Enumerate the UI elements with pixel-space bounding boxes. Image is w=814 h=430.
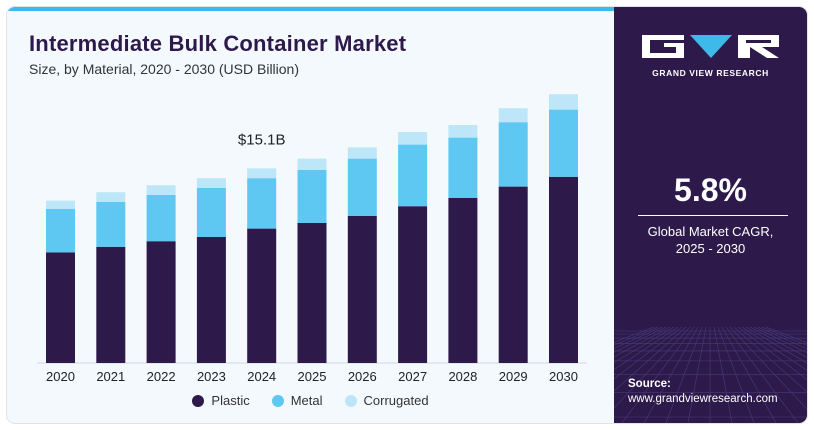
bar-corrugated-2029 (498, 108, 528, 123)
brand-name: GRAND VIEW RESEARCH (652, 68, 769, 78)
bar-plastic-2025 (297, 223, 327, 363)
source-block: Source: www.grandviewresearch.com (628, 377, 778, 407)
legend-item-plastic: Plastic (192, 393, 250, 408)
cagr-label: Global Market CAGR, 2025 - 2030 (614, 223, 807, 257)
bar-plastic-2028 (448, 197, 478, 363)
cagr-value: 5.8% (674, 172, 747, 208)
chart-title: Intermediate Bulk Container Market (29, 31, 407, 56)
bar-metal-2022 (146, 195, 176, 242)
legend-item-corrugated: Corrugated (344, 393, 429, 408)
infographic-card: Intermediate Bulk Container Market Size,… (7, 7, 807, 423)
chart-legend: Plastic Metal Corrugated (7, 393, 614, 408)
bar-corrugated-2023 (196, 178, 226, 188)
x-tick-label-2024: 2024 (247, 369, 276, 384)
legend-label-metal: Metal (290, 393, 323, 408)
bar-metal-2026 (347, 158, 377, 216)
x-tick-label-2029: 2029 (499, 369, 528, 384)
x-tick-label-2025: 2025 (298, 369, 327, 384)
bar-corrugated-2021 (96, 192, 126, 202)
bar-metal-2020 (46, 209, 75, 253)
stacked-bar-chart: 2020 2021 2022 2023 2024 2025 2026 2027 2028 2029… (37, 94, 587, 384)
x-tick-label-2022: 2022 (147, 369, 176, 384)
legend-label-corrugated: Corrugated (363, 393, 429, 408)
source-label: Source: (628, 378, 671, 390)
cagr-label-line1: Global Market CAGR, (647, 224, 774, 239)
bar-corrugated-2024 (247, 168, 277, 179)
bar-metal-2027 (398, 144, 428, 207)
bar-metal-2030 (549, 109, 578, 177)
bar-plastic-2020 (46, 252, 75, 363)
x-tick-label-2027: 2027 (398, 369, 427, 384)
bar-plastic-2023 (196, 237, 226, 363)
bar-plastic-2022 (146, 241, 176, 363)
bar-corrugated-2028 (448, 125, 478, 138)
x-tick-label-2030: 2030 (549, 369, 578, 384)
bar-plastic-2021 (96, 246, 126, 363)
legend-item-metal: Metal (271, 393, 323, 408)
bar-corrugated-2026 (347, 147, 377, 159)
decorative-grid (614, 327, 807, 423)
x-tick-label-2021: 2021 (96, 369, 125, 384)
bar-metal-2021 (96, 202, 126, 247)
bar-plastic-2027 (398, 206, 428, 363)
bar-plastic-2026 (347, 216, 377, 363)
legend-swatch-plastic (192, 394, 205, 407)
bar-corrugated-2030 (549, 94, 578, 110)
info-panel: GRAND VIEW RESEARCH 5.8% Global Market C… (614, 7, 807, 423)
bar-corrugated-2022 (146, 185, 176, 195)
bar-metal-2029 (498, 122, 528, 187)
annotation-2024: $15.1B (238, 131, 286, 148)
legend-label-plastic: Plastic (211, 393, 250, 408)
bar-plastic-2030 (549, 176, 578, 363)
bar-corrugated-2025 (297, 158, 327, 170)
bar-corrugated-2027 (398, 132, 428, 145)
legend-swatch-metal (271, 394, 284, 407)
bar-corrugated-2020 (46, 200, 75, 209)
bar-metal-2024 (247, 178, 277, 229)
chart-panel: Intermediate Bulk Container Market Size,… (7, 7, 614, 423)
cagr-divider (638, 215, 788, 216)
chart-subtitle: Size, by Material, 2020 - 2030 (USD Bill… (29, 61, 300, 77)
grand-view-research-logo (642, 35, 779, 58)
bar-metal-2023 (196, 188, 226, 237)
x-tick-label-2020: 2020 (46, 369, 75, 384)
cagr-label-line2: 2025 - 2030 (675, 241, 746, 256)
source-url[interactable]: www.grandviewresearch.com (628, 393, 778, 405)
bar-metal-2028 (448, 137, 478, 198)
x-tick-label-2028: 2028 (448, 369, 477, 384)
legend-swatch-corrugated (344, 394, 357, 407)
x-tick-label-2026: 2026 (348, 369, 377, 384)
bar-metal-2025 (297, 169, 327, 223)
bar-plastic-2029 (498, 186, 528, 363)
bar-plastic-2024 (247, 228, 277, 363)
x-tick-label-2023: 2023 (197, 369, 226, 384)
